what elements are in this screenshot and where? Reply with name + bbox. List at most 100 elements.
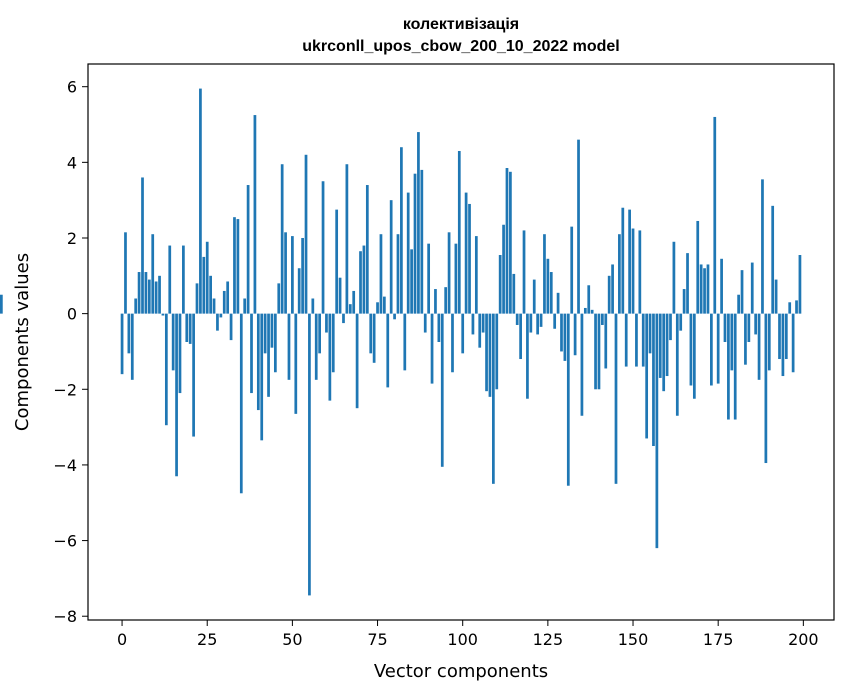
bar-component-114 [509,171,512,314]
bar-component-112 [502,224,505,314]
bar-component-70 [359,251,362,314]
bar-component-7 [144,272,148,314]
bar-component-25 [205,241,209,314]
bar-component-151 [635,313,638,367]
bar-component-161 [669,313,672,341]
bar-component-184 [747,313,751,342]
bar-component-11 [158,275,161,314]
bar-component-48 [284,232,287,314]
bar-component-170 [699,264,703,314]
bar-component-66 [345,164,349,314]
bar-component-49 [287,313,291,380]
bar-component-128 [556,292,560,314]
bar-component-60 [325,313,328,333]
bar-component-136 [583,307,587,314]
bar-component-87 [417,132,420,314]
bar-component-101 [464,192,468,314]
plot-frame [87,63,835,621]
bar-component-177 [723,313,727,342]
bar-component-37 [246,185,250,314]
bar-component-46 [277,283,281,314]
bar-component-116 [515,313,519,325]
bar-component-141 [601,313,604,325]
bar-component-123 [539,313,543,327]
bar-component-14 [168,245,172,314]
bar-component-104 [474,236,478,314]
bar-component-152 [638,230,642,314]
bar-component-44 [270,313,274,348]
bar-component-38 [250,313,253,394]
bar-component-4 [134,298,138,314]
bar-component-122 [536,313,540,335]
bar-component-119 [526,313,529,399]
bar-component-84 [406,192,410,314]
bar-component-107 [485,313,488,392]
bar-component-154 [645,313,649,439]
bar-component-12 [161,313,165,316]
bar-component-50 [291,236,294,314]
bar-component-22 [195,283,199,314]
bar-component-65 [342,313,345,324]
y-tick-label: 6 [67,78,77,97]
bar-component-77 [382,296,386,314]
bar-component-21 [192,313,195,437]
bar-component-146 [618,234,621,314]
bar-component-43 [267,313,270,397]
bar-component-73 [369,313,373,354]
bar-component-92 [434,289,437,314]
bar-component-86 [413,173,417,314]
bar-component-88 [420,169,424,314]
bar-component-35 [239,313,243,494]
bar-component-129 [560,313,563,352]
bar-component-155 [648,313,652,354]
bar-component-97 [451,313,454,373]
bar-component-150 [631,228,635,314]
x-tick-label: 25 [197,630,217,649]
y-axis-label: Components values [12,253,33,431]
bar-component-62 [331,313,335,373]
y-tick-label: −2 [53,380,77,399]
bar-component-159 [662,313,666,392]
bar-component-137 [587,285,591,314]
bar-component-102 [468,203,471,314]
bar-component-121 [532,279,536,314]
bar-component-167 [689,313,693,386]
bar-component-110 [495,313,499,390]
bar-component-19 [185,313,189,342]
bar-component-178 [727,313,730,420]
bar-component-138 [590,309,594,314]
bar-component-85 [410,249,413,314]
x-axis-label: Vector components [374,661,548,682]
bar-component-55 [308,313,311,596]
bar-component-28 [216,313,219,331]
bar-component-99 [457,150,461,314]
bar-component-76 [379,234,383,314]
bar-component-147 [621,207,625,314]
bar-component-171 [703,268,706,314]
bar-component-72 [365,185,369,314]
bar-component-165 [682,289,686,314]
bar-component-113 [505,168,509,314]
chart-title: колективізація [403,16,519,33]
x-tick-label: 100 [447,630,478,649]
bar-component-148 [624,313,628,367]
bar-component-111 [498,255,502,314]
x-tick-label: 150 [618,630,649,649]
bar-component-47 [280,164,284,314]
x-tick-label: 50 [282,630,302,649]
bar-component-172 [706,264,710,314]
bar-component-2 [127,313,131,354]
bar-component-195 [784,313,788,360]
bar-component-0 [120,313,124,375]
x-tick-label: 175 [703,630,734,649]
bar-component-26 [209,275,212,314]
bar-component-39 [253,115,257,314]
bar-component-169 [696,220,700,314]
bar-component-196 [788,302,792,314]
bar-component-193 [778,313,781,360]
bar-component-23 [199,88,202,314]
bar-component-160 [665,313,669,377]
bar-component-13 [164,313,168,426]
